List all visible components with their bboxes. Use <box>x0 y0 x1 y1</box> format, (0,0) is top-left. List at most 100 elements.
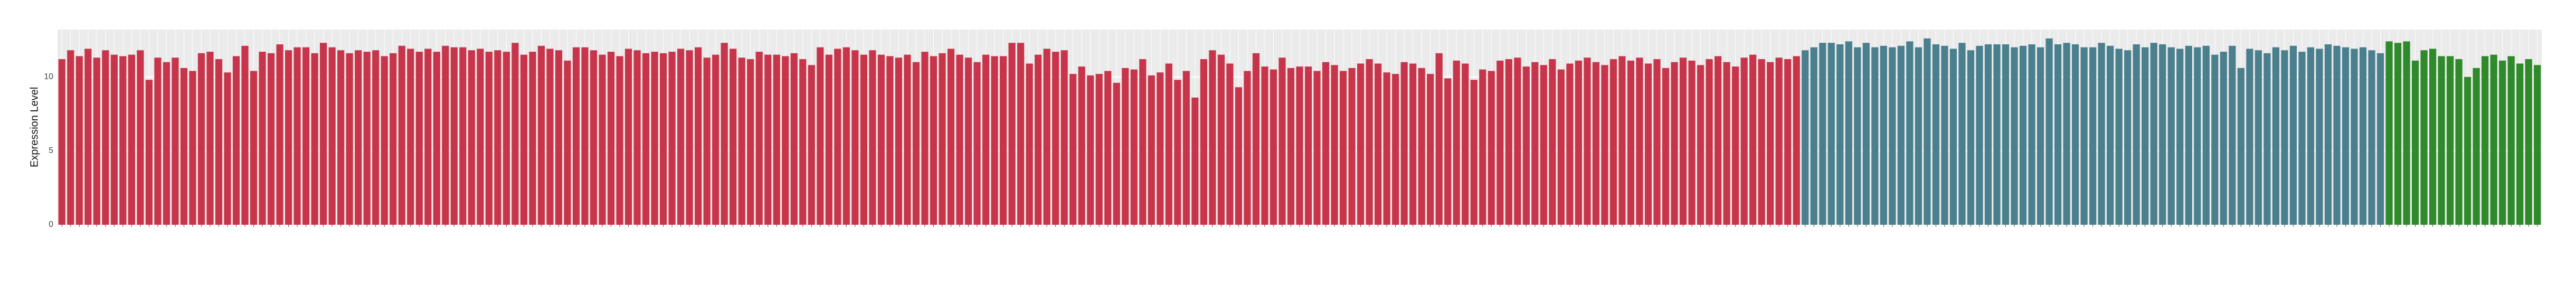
bar <box>677 49 685 225</box>
bar <box>1688 60 1696 225</box>
bar <box>1505 59 1512 225</box>
bar <box>834 49 841 225</box>
bar <box>2237 68 2244 225</box>
bar <box>1217 54 1225 225</box>
bar <box>2264 53 2271 225</box>
bar <box>1932 44 1940 225</box>
bar <box>215 59 223 225</box>
bar <box>232 56 240 225</box>
bar <box>1427 74 1434 225</box>
bar <box>1732 66 1739 225</box>
y-tick-label: 5 <box>49 146 53 155</box>
bar <box>1880 45 1887 225</box>
bar <box>2307 47 2315 225</box>
bar <box>537 45 545 225</box>
bar <box>2211 54 2219 225</box>
bar <box>817 47 824 225</box>
bar <box>2255 50 2262 225</box>
bar <box>895 58 903 225</box>
bar <box>1679 58 1687 225</box>
bar <box>668 52 676 225</box>
bar <box>2385 41 2393 225</box>
bar <box>912 62 920 225</box>
bar <box>1522 66 1530 225</box>
bar <box>886 56 894 225</box>
bar <box>2473 68 2480 225</box>
bar <box>320 43 327 225</box>
bar <box>1462 63 1469 225</box>
bar <box>1531 62 1539 225</box>
bar <box>2080 47 2088 225</box>
bar <box>2324 44 2332 225</box>
bar <box>154 58 162 225</box>
bar <box>2098 43 2105 225</box>
bar <box>1122 68 1129 225</box>
bar <box>450 47 458 225</box>
bar <box>1095 74 1103 225</box>
bar <box>982 54 990 225</box>
bar <box>956 54 963 225</box>
bar <box>1793 56 1800 225</box>
bar <box>1740 58 1748 225</box>
bar <box>1026 63 1033 225</box>
bar <box>999 56 1007 225</box>
bar <box>2411 60 2419 225</box>
bar <box>442 45 449 225</box>
bar <box>2368 50 2375 225</box>
bar <box>1601 65 1608 225</box>
bar <box>1810 47 1817 225</box>
bar <box>755 52 763 225</box>
bar <box>485 52 493 225</box>
bar <box>564 60 571 225</box>
bar <box>1383 72 1390 225</box>
bar <box>712 54 719 225</box>
bar <box>1087 75 1094 225</box>
bar <box>1836 44 1844 225</box>
bar <box>1252 53 1260 225</box>
bar <box>1723 62 1730 225</box>
bar <box>1993 44 2001 225</box>
bar <box>973 62 981 225</box>
bar <box>2333 45 2341 225</box>
bar <box>110 54 118 225</box>
bar <box>1976 45 1983 225</box>
bar <box>1758 59 1765 225</box>
bar <box>991 56 998 225</box>
bar <box>145 80 153 225</box>
bar <box>1200 59 1207 225</box>
bar <box>311 53 318 225</box>
bar <box>2159 44 2166 225</box>
bar <box>1165 63 1172 225</box>
bar <box>189 71 196 225</box>
bar <box>555 50 563 225</box>
bar <box>2167 47 2175 225</box>
bar <box>1827 43 1835 225</box>
bar <box>2507 56 2515 225</box>
bar <box>633 50 641 225</box>
bar <box>930 56 937 225</box>
bar <box>2376 53 2384 225</box>
bar <box>529 52 536 225</box>
bar <box>2447 56 2454 225</box>
bar <box>172 58 179 225</box>
bar <box>764 54 772 225</box>
bar <box>2499 60 2506 225</box>
bar <box>808 65 815 225</box>
bar <box>1671 62 1678 225</box>
bar <box>1557 69 1565 225</box>
bar <box>599 54 606 225</box>
bar <box>747 59 754 225</box>
bar <box>2281 50 2288 225</box>
bar <box>494 50 501 225</box>
bar <box>224 72 231 225</box>
bar <box>2037 47 2044 225</box>
bar <box>93 58 100 225</box>
bar <box>1174 80 1181 225</box>
bar <box>2063 43 2070 225</box>
bar <box>1714 56 1722 225</box>
bar <box>1514 58 1521 225</box>
bar <box>1287 68 1295 225</box>
bar <box>1479 69 1486 225</box>
bar <box>1470 80 1478 225</box>
bar <box>58 59 65 225</box>
